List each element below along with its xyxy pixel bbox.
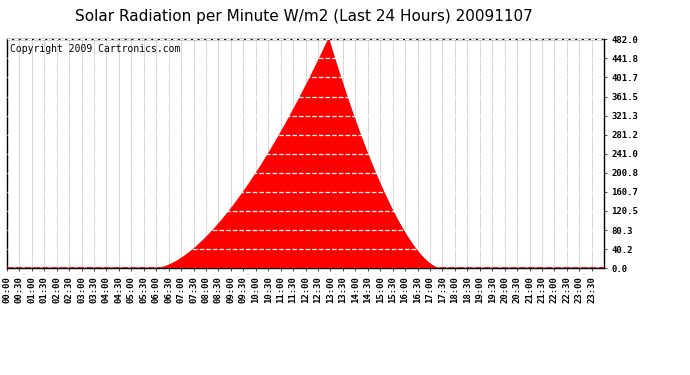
Text: Solar Radiation per Minute W/m2 (Last 24 Hours) 20091107: Solar Radiation per Minute W/m2 (Last 24… [75,9,533,24]
Text: Copyright 2009 Cartronics.com: Copyright 2009 Cartronics.com [10,44,180,54]
